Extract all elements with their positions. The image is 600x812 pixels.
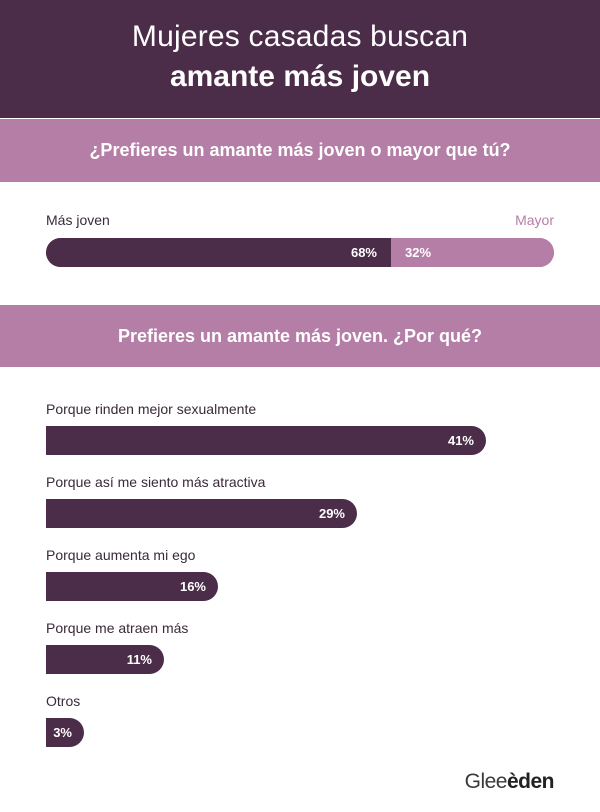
preference-split-bar: 68% 32%	[46, 238, 554, 267]
reason-value-label: 11%	[126, 652, 152, 667]
reason-label: Porque aumenta mi ego	[46, 547, 196, 563]
reason-bar: 29%	[46, 499, 357, 528]
reason-value-label: 29%	[318, 506, 345, 521]
reason-value-label: 41%	[447, 433, 474, 448]
value-label-younger: 68%	[350, 245, 377, 260]
header: Mujeres casadas buscan amante más joven	[0, 0, 600, 118]
reason-label: Porque rinden mejor sexualmente	[46, 401, 257, 417]
logo-accent-letter: è	[506, 770, 519, 793]
bar-older	[391, 238, 554, 267]
logo-text-part2: den	[518, 770, 554, 793]
bar-younger	[46, 238, 391, 267]
header-title-line1: Mujeres casadas buscan	[131, 20, 469, 53]
logo-text-part1: Glee	[464, 770, 508, 793]
split-label-older: Mayor	[515, 212, 554, 228]
question-2-banner: Prefieres un amante más joven. ¿Por qué?	[0, 305, 600, 367]
reason-label: Otros	[46, 693, 81, 709]
reason-bar: 16%	[46, 572, 218, 601]
gleeden-logo: Gleeèden	[464, 770, 555, 794]
reason-bar: 11%	[46, 645, 164, 674]
reason-bar: 3%	[46, 718, 84, 747]
reason-value-label: 3%	[53, 725, 72, 740]
question-1-banner: ¿Prefieres un amante más joven o mayor q…	[0, 119, 600, 182]
split-label-younger: Más joven	[46, 212, 110, 228]
reason-bar: 41%	[46, 426, 486, 455]
reason-label: Porque así me siento más atractiva	[46, 474, 266, 490]
reason-value-label: 16%	[179, 579, 206, 594]
reason-label: Porque me atraen más	[46, 620, 189, 636]
value-label-older: 32%	[405, 245, 432, 260]
header-title-line2: amante más joven	[169, 60, 431, 93]
